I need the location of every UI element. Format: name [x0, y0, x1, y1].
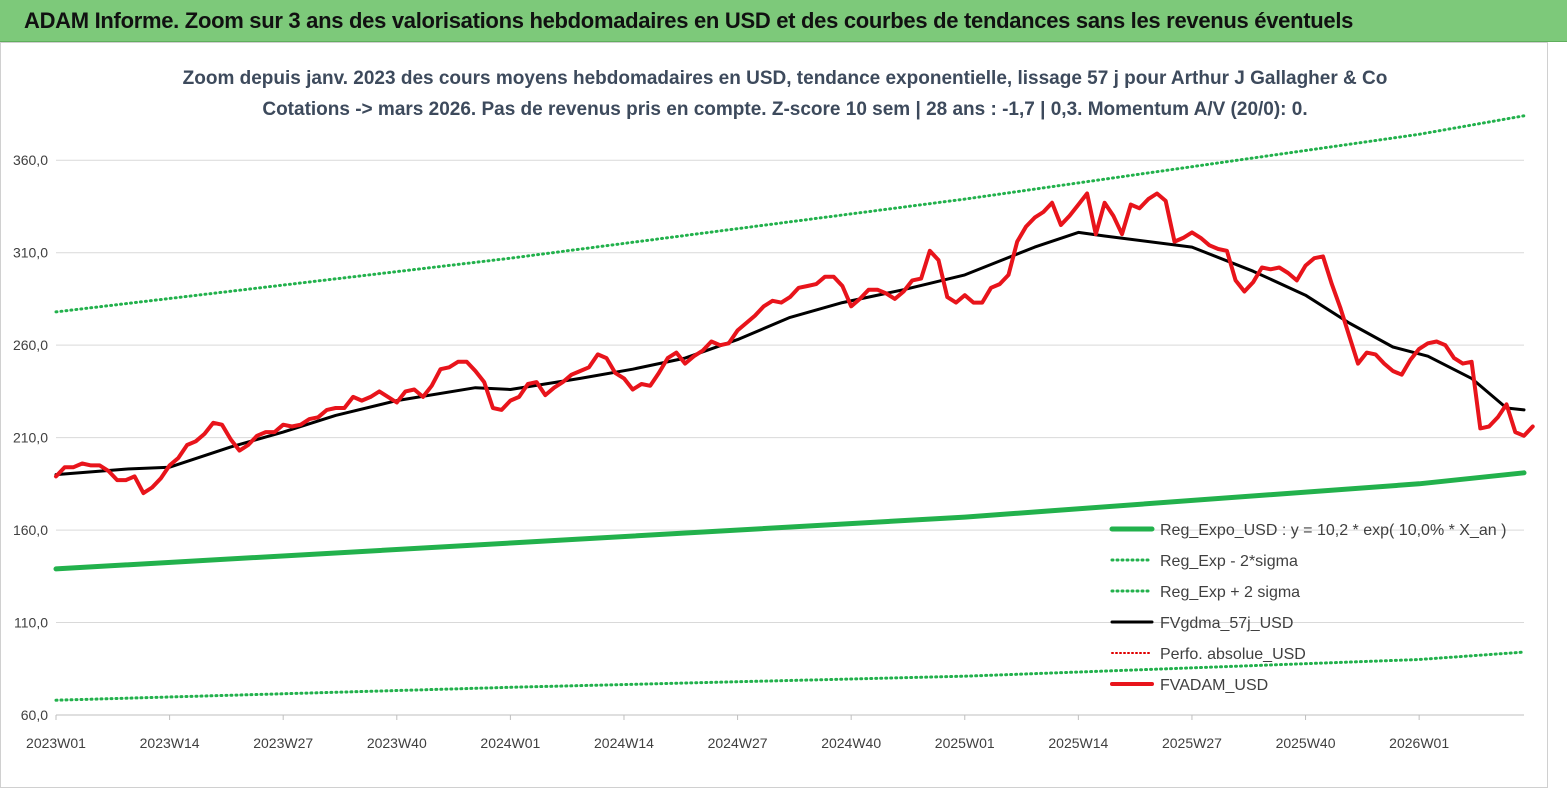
series-line-reg-expo-usd-y-10-2-exp-10-0-x-an [53, 470, 1527, 572]
x-tick-label: 2025W01 [935, 735, 995, 751]
trend-chart: Zoom depuis janv. 2023 des cours moyens … [0, 42, 1548, 788]
series-layer [53, 114, 1535, 702]
legend: Reg_Expo_USD : y = 10,2 * exp( 10,0% * X… [1109, 522, 1506, 694]
x-tick-label: 2023W40 [367, 735, 427, 751]
y-axis: 60,0 110,0 160,0 210,0 260,0 310,0 360,0 [13, 152, 48, 723]
x-tick-label: 2025W14 [1048, 735, 1108, 751]
x-tick-label: 2023W27 [253, 735, 313, 751]
x-tick-label: 2025W27 [1162, 735, 1222, 751]
grid-lines [56, 159, 1524, 716]
report-banner: ADAM Informe. Zoom sur 3 ans des valoris… [0, 0, 1567, 42]
series-line-fvadam-usd [54, 191, 1535, 496]
chart-frame: Zoom depuis janv. 2023 des cours moyens … [0, 42, 1567, 792]
y-tick-label: 310,0 [13, 245, 48, 261]
x-axis: 2023W01 2023W14 2023W27 2023W40 2024W01 2024W… [26, 715, 1449, 751]
x-tick-label: 2024W40 [821, 735, 881, 751]
legend-label: Perfo. absolue_USD [1160, 646, 1306, 663]
series-line-fvgdma-57j-usd [54, 230, 1526, 477]
y-tick-label: 60,0 [21, 707, 48, 723]
legend-label: Reg_Exp - 2*sigma [1160, 553, 1298, 570]
x-tick-label: 2026W01 [1389, 735, 1449, 751]
legend-label: Reg_Expo_USD : y = 10,2 * exp( 10,0% * X… [1160, 522, 1506, 539]
legend-label: FVgdma_57j_USD [1160, 615, 1293, 632]
x-tick-label: 2024W14 [594, 735, 654, 751]
report-title: ADAM Informe. Zoom sur 3 ans des valoris… [24, 8, 1354, 33]
x-tick-label: 2025W40 [1276, 735, 1336, 751]
chart-title: Zoom depuis janv. 2023 des cours moyens … [183, 68, 1388, 89]
y-tick-label: 260,0 [13, 337, 48, 353]
x-tick-label: 2024W27 [708, 735, 768, 751]
legend-label: FVADAM_USD [1160, 677, 1268, 694]
y-tick-label: 110,0 [14, 615, 48, 631]
chart-subtitle: Cotations -> mars 2026. Pas de revenus p… [262, 99, 1307, 120]
y-tick-label: 210,0 [13, 430, 48, 446]
chart-border [0, 42, 1548, 788]
x-tick-label: 2023W01 [26, 735, 86, 751]
y-tick-label: 160,0 [13, 522, 48, 538]
legend-label: Reg_Exp + 2 sigma [1160, 584, 1300, 601]
y-tick-label: 360,0 [13, 152, 48, 168]
x-tick-label: 2023W14 [140, 735, 200, 751]
series-line-reg-exp-2-sigma [54, 650, 1526, 702]
x-tick-label: 2024W01 [480, 735, 540, 751]
series-line-reg-exp-2-sigma [54, 114, 1526, 314]
